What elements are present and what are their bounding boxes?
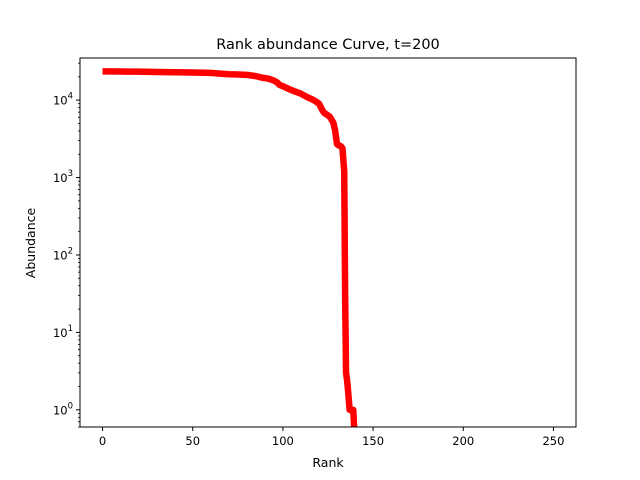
chart-title: Rank abundance Curve, t=200 bbox=[216, 37, 440, 53]
y-tick-label: 100 bbox=[53, 401, 73, 417]
y-tick-base: 10 bbox=[53, 248, 68, 262]
y-tick-label: 104 bbox=[53, 92, 73, 108]
y-tick-label: 103 bbox=[53, 169, 73, 185]
series-line-0 bbox=[102, 68, 358, 427]
y-tick-label: 101 bbox=[53, 324, 73, 340]
x-axis-label: Rank bbox=[312, 455, 344, 470]
y-tick-exponent: 2 bbox=[68, 246, 73, 256]
y-tick-base: 10 bbox=[53, 171, 68, 185]
x-tick-label: 250 bbox=[542, 434, 564, 448]
series-layer bbox=[102, 68, 358, 427]
y-axis-label: Abundance bbox=[23, 207, 38, 278]
y-tick-label: 102 bbox=[53, 246, 73, 262]
x-tick-label: 100 bbox=[272, 434, 294, 448]
y-tick-exponent: 0 bbox=[68, 401, 73, 411]
y-tick-base: 10 bbox=[53, 403, 68, 417]
x-tick-label: 50 bbox=[185, 434, 200, 448]
y-tick-exponent: 1 bbox=[68, 324, 73, 334]
x-axis-ticks: 0 50 100 150 200 250 bbox=[99, 427, 564, 448]
y-tick-exponent: 4 bbox=[68, 92, 73, 102]
y-tick-base: 10 bbox=[53, 94, 68, 108]
plot-frame bbox=[79, 57, 577, 428]
y-tick-base: 10 bbox=[53, 326, 68, 340]
x-tick-label: 200 bbox=[452, 434, 474, 448]
x-tick-label: 150 bbox=[362, 434, 384, 448]
y-tick-exponent: 3 bbox=[68, 169, 73, 179]
x-tick-label: 0 bbox=[99, 434, 106, 448]
